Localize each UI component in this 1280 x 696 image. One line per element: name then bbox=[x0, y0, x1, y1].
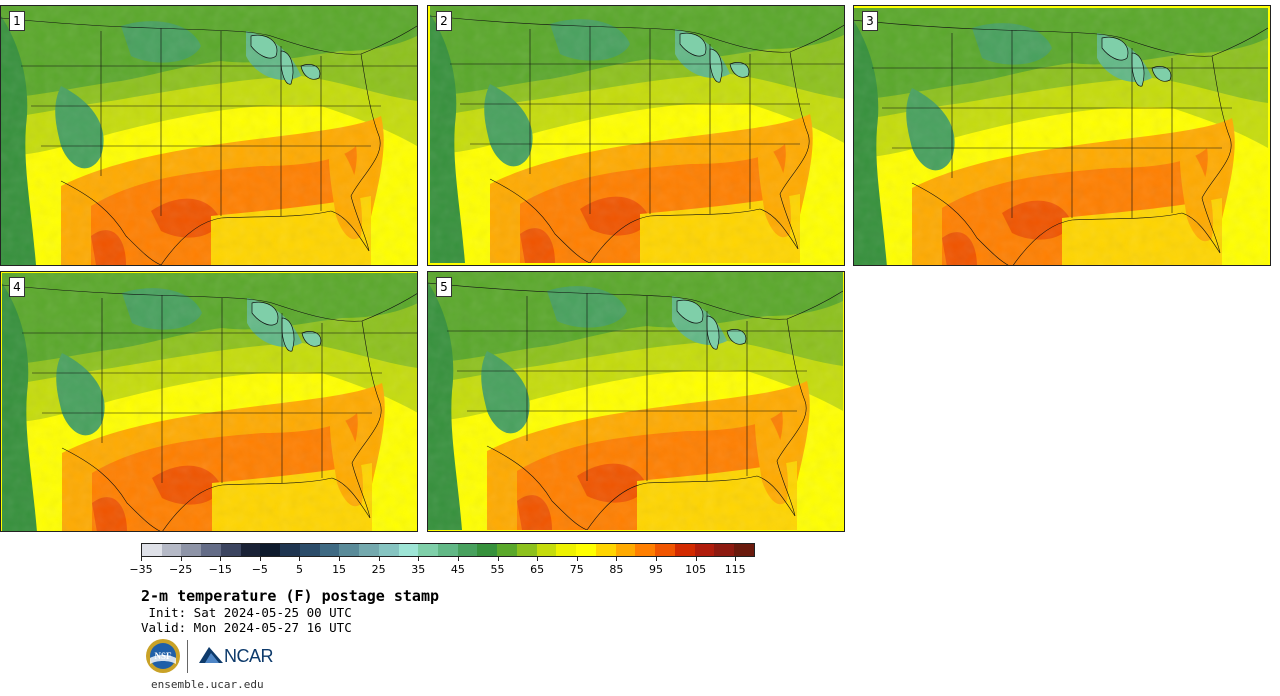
colorbar-swatch bbox=[359, 544, 379, 556]
colorbar-swatch bbox=[635, 544, 656, 556]
colorbar-swatch bbox=[161, 544, 182, 556]
colorbar-tick-label: 25 bbox=[371, 563, 386, 576]
ensemble-member-map-4: 4 bbox=[0, 271, 418, 532]
colorbar-tick bbox=[180, 557, 182, 561]
colorbar-tick bbox=[378, 557, 380, 561]
colorbar-swatch bbox=[240, 544, 261, 556]
colorbar-swatch bbox=[280, 544, 300, 556]
colorbar-tick bbox=[141, 557, 142, 561]
colorbar-tick bbox=[299, 557, 301, 561]
colorbar-tick bbox=[418, 557, 420, 561]
colorbar-tick-label: −15 bbox=[208, 563, 232, 576]
colorbar-tick-label: 15 bbox=[332, 563, 347, 576]
temperature-map-2 bbox=[428, 6, 844, 265]
colorbar-swatch bbox=[734, 544, 754, 556]
colorbar-tick bbox=[735, 557, 737, 561]
colorbar-swatch bbox=[477, 544, 498, 556]
colorbar-swatch bbox=[181, 544, 202, 556]
colorbar-tick-label: −35 bbox=[129, 563, 153, 576]
colorbar-swatch bbox=[556, 544, 577, 556]
colorbar-swatch bbox=[516, 544, 537, 556]
svg-text:NSF: NSF bbox=[154, 651, 172, 661]
colorbar-tick-label: 85 bbox=[609, 563, 624, 576]
colorbar-ticks: −35 −25 −15 −5 5 15 25 35 45 55 65 75 85 95 105 115 bbox=[129, 557, 755, 581]
colorbar-tick-label: 75 bbox=[569, 563, 584, 576]
ncar-logo-icon bbox=[199, 647, 223, 663]
colorbar-tick-label: 45 bbox=[450, 563, 465, 576]
colorbar-swatch bbox=[339, 544, 360, 556]
ensemble-member-map-2: 2 bbox=[427, 5, 845, 266]
temperature-colorbar bbox=[141, 543, 755, 557]
valid-time: Valid: Mon 2024-05-27 16 UTC bbox=[141, 620, 352, 635]
colorbar-swatch bbox=[576, 544, 596, 556]
colorbar-swatch bbox=[398, 544, 419, 556]
temperature-map-5 bbox=[428, 272, 844, 531]
nsf-logo-icon: NSF bbox=[146, 639, 180, 673]
colorbar-swatch bbox=[378, 544, 399, 556]
colorbar-tick-label: 55 bbox=[490, 563, 505, 576]
colorbar-tick bbox=[537, 557, 539, 561]
colorbar-tick bbox=[576, 557, 578, 561]
temperature-map-1 bbox=[1, 6, 417, 265]
colorbar-swatch bbox=[438, 544, 458, 556]
logo-divider bbox=[187, 640, 188, 673]
colorbar-swatch bbox=[260, 544, 281, 556]
colorbar-swatch bbox=[714, 544, 735, 556]
member-label-3: 3 bbox=[862, 11, 878, 31]
colorbar-tick bbox=[616, 557, 618, 561]
colorbar-swatch bbox=[220, 544, 241, 556]
colorbar-swatch bbox=[418, 544, 439, 556]
colorbar-tick bbox=[695, 557, 697, 561]
colorbar-tick bbox=[339, 557, 341, 561]
colorbar-tick bbox=[220, 557, 222, 561]
colorbar-swatch bbox=[457, 544, 478, 556]
member-label-5: 5 bbox=[436, 277, 452, 297]
ncar-logo-text: NCAR bbox=[224, 646, 274, 666]
colorbar-swatch bbox=[536, 544, 557, 556]
colorbar-tick bbox=[497, 557, 499, 561]
colorbar-tick-label: 5 bbox=[295, 563, 303, 576]
colorbar-swatch bbox=[142, 544, 162, 556]
colorbar-swatch bbox=[595, 544, 616, 556]
colorbar-swatch bbox=[319, 544, 340, 556]
colorbar-tick-label: 35 bbox=[411, 563, 426, 576]
colorbar-tick-label: 65 bbox=[530, 563, 545, 576]
ensemble-member-map-1: 1 bbox=[0, 5, 418, 266]
colorbar-swatch bbox=[615, 544, 636, 556]
init-time: Init: Sat 2024-05-25 00 UTC bbox=[141, 605, 352, 620]
site-url: ensemble.ucar.edu bbox=[151, 678, 264, 691]
colorbar-tick bbox=[655, 557, 657, 561]
colorbar-tick-label: −5 bbox=[251, 563, 268, 576]
ensemble-member-map-5: 5 bbox=[427, 271, 845, 532]
member-label-2: 2 bbox=[436, 11, 452, 31]
colorbar-tick-label: 115 bbox=[724, 563, 746, 576]
colorbar-swatch bbox=[497, 544, 517, 556]
chart-title: 2-m temperature (F) postage stamp bbox=[141, 587, 440, 605]
member-label-1: 1 bbox=[9, 11, 25, 31]
colorbar-swatch bbox=[694, 544, 715, 556]
colorbar-swatch bbox=[201, 544, 221, 556]
member-label-4: 4 bbox=[9, 277, 25, 297]
temperature-map-4 bbox=[1, 272, 417, 531]
colorbar-tick-label: 105 bbox=[685, 563, 707, 576]
colorbar-swatch bbox=[655, 544, 675, 556]
colorbar-tick-label: −25 bbox=[169, 563, 193, 576]
colorbar-swatch bbox=[299, 544, 320, 556]
colorbar-tick-label: 95 bbox=[648, 563, 663, 576]
temperature-map-3 bbox=[854, 6, 1270, 265]
ensemble-member-map-3: 3 bbox=[853, 5, 1271, 266]
colorbar-tick bbox=[259, 557, 261, 561]
colorbar-tick bbox=[457, 557, 459, 561]
colorbar-swatch bbox=[674, 544, 695, 556]
